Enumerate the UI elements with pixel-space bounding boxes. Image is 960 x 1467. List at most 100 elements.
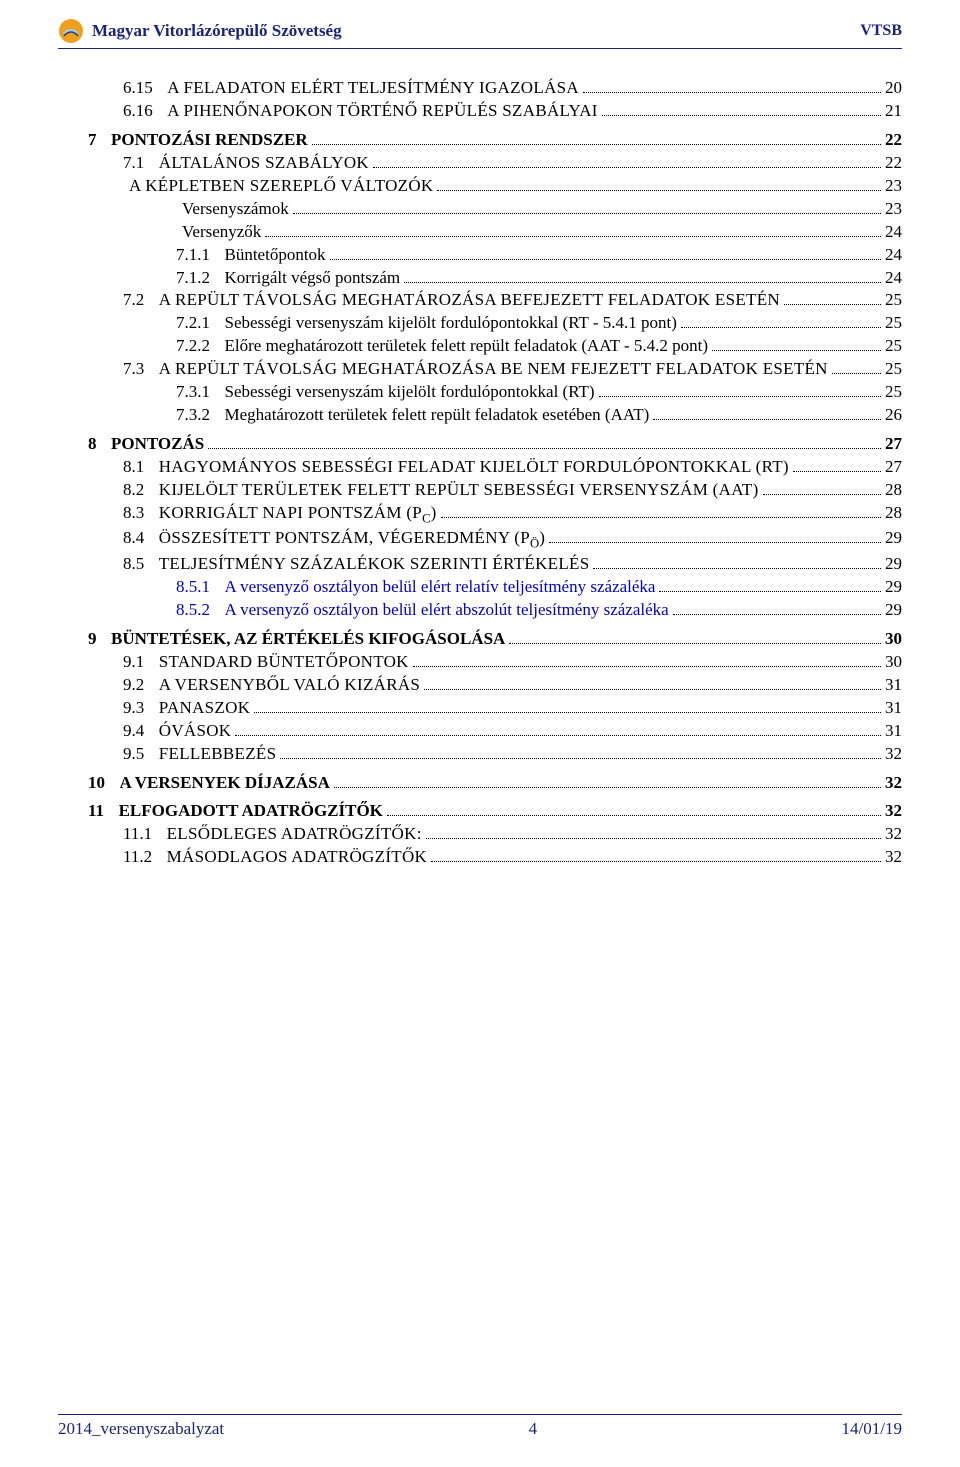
toc-leader — [437, 177, 881, 191]
toc-title: Előre meghatározott területek felett rep… — [225, 335, 709, 358]
toc-page: 31 — [885, 697, 902, 720]
toc-leader — [832, 361, 881, 375]
toc-leader — [334, 774, 881, 788]
page-header: Magyar Vitorlázórepülő Szövetség VTSB — [58, 18, 902, 44]
toc-leader — [673, 601, 881, 615]
toc-title: Sebességi versenyszám kijelölt fordulópo… — [225, 312, 677, 335]
toc-leader — [441, 504, 881, 518]
toc-leader — [265, 223, 881, 237]
toc-title: A FELADATON ELÉRT TELJESÍTMÉNY IGAZOLÁSA — [167, 77, 579, 100]
toc-leader — [424, 676, 881, 690]
toc-title: A VERSENYEK DÍJAZÁSA — [120, 772, 330, 795]
footer-left: 2014_versenyszabalyzat — [58, 1419, 224, 1439]
toc-title: TELJESÍTMÉNY SZÁZALÉKOK SZERINTI ÉRTÉKEL… — [159, 553, 590, 576]
toc-leader — [293, 200, 881, 214]
toc-number: 6.16 — [123, 100, 167, 123]
toc-page: 31 — [885, 674, 902, 697]
toc-row: 8.5.1 A versenyző osztályon belül elért … — [58, 576, 902, 599]
toc-leader — [763, 481, 881, 495]
toc-title: HAGYOMÁNYOS SEBESSÉGI FELADAT KIJELÖLT F… — [159, 456, 789, 479]
toc-leader — [235, 722, 881, 736]
toc-number: 9.2 — [123, 674, 159, 697]
toc-row: Versenyzők24 — [58, 221, 902, 244]
toc-number: 9.1 — [123, 651, 159, 674]
toc-number: 8.1 — [123, 456, 159, 479]
toc-page: 27 — [885, 433, 902, 456]
toc-row: 7.2.1 Sebességi versenyszám kijelölt for… — [58, 312, 902, 335]
toc-page: 28 — [885, 479, 902, 502]
toc-title: STANDARD BÜNTETŐPONTOK — [159, 651, 409, 674]
toc-row: 8 PONTOZÁS 27 — [58, 433, 902, 456]
document-page: Magyar Vitorlázórepülő Szövetség VTSB 6.… — [0, 0, 960, 1467]
toc-number: 9.5 — [123, 743, 159, 766]
footer-page-number: 4 — [529, 1419, 538, 1439]
toc-leader — [659, 578, 881, 592]
toc-number: 8.5.2 — [176, 599, 225, 622]
toc-row: 8.3 KORRIGÁLT NAPI PONTSZÁM (PC)28 — [58, 502, 902, 528]
toc-leader — [373, 154, 881, 168]
toc-number: 7.2 — [123, 289, 159, 312]
toc-title: A REPÜLT TÁVOLSÁG MEGHATÁROZÁSA BEFEJEZE… — [159, 289, 780, 312]
toc-title: FELLEBBEZÉS — [159, 743, 277, 766]
toc-title: Versenyszámok — [182, 198, 289, 221]
toc-leader — [793, 458, 881, 472]
toc-number: 7.1 — [123, 152, 159, 175]
org-logo-icon — [58, 18, 84, 44]
toc-number: 9.4 — [123, 720, 159, 743]
toc-title: A KÉPLETBEN SZEREPLŐ VÁLTOZÓK — [129, 175, 433, 198]
toc-number: 7.3 — [123, 358, 159, 381]
footer-date: 14/01/19 — [842, 1419, 902, 1439]
toc-row: 7.1.1 Büntetőpontok24 — [58, 244, 902, 267]
toc-leader — [413, 653, 881, 667]
toc-row: 10 A VERSENYEK DÍJAZÁSA32 — [58, 772, 902, 795]
toc-row: 6.15 A FELADATON ELÉRT TELJESÍTMÉNY IGAZ… — [58, 77, 902, 100]
toc-page: 24 — [885, 221, 902, 244]
toc-page: 22 — [885, 129, 902, 152]
toc-page: 32 — [885, 823, 902, 846]
toc-row: 8.2 KIJELÖLT TERÜLETEK FELETT REPÜLT SEB… — [58, 479, 902, 502]
toc-page: 23 — [885, 198, 902, 221]
toc-number: 6.15 — [123, 77, 167, 100]
page-footer: 2014_versenyszabalyzat 4 14/01/19 — [58, 1414, 902, 1439]
header-left: Magyar Vitorlázórepülő Szövetség — [58, 18, 342, 44]
toc-number: 8.5.1 — [176, 576, 225, 599]
toc-row: 11 ELFOGADOTT ADATRÖGZÍTŐK32 — [58, 800, 902, 823]
toc-page: 29 — [885, 527, 902, 550]
toc-row: 9 BÜNTETÉSEK, AZ ÉRTÉKELÉS KIFOGÁSOLÁSA3… — [58, 628, 902, 651]
toc-leader — [509, 630, 881, 644]
toc-title: A versenyző osztályon belül elért relatí… — [225, 576, 656, 599]
toc-leader — [330, 246, 881, 260]
toc-title: MÁSODLAGOS ADATRÖGZÍTŐK — [167, 846, 428, 869]
toc-page: 26 — [885, 404, 902, 427]
toc-number: 7.2.1 — [176, 312, 225, 335]
toc-page: 30 — [885, 651, 902, 674]
toc-title: A PIHENŐNAPOKON TÖRTÉNŐ REPÜLÉS SZABÁLYA… — [167, 100, 598, 123]
toc-title: KORRIGÁLT NAPI PONTSZÁM (PC) — [159, 502, 437, 528]
toc-page: 25 — [885, 312, 902, 335]
toc-title: PONTOZÁS — [111, 433, 204, 456]
toc-title: ÁLTALÁNOS SZABÁLYOK — [159, 152, 369, 175]
toc-row: 7.3 A REPÜLT TÁVOLSÁG MEGHATÁROZÁSA BE N… — [58, 358, 902, 381]
toc-leader — [583, 79, 881, 93]
toc-row: 9.5 FELLEBBEZÉS32 — [58, 743, 902, 766]
toc-page: 24 — [885, 244, 902, 267]
toc-leader — [549, 530, 881, 544]
toc-title: Sebességi versenyszám kijelölt fordulópo… — [225, 381, 595, 404]
toc-page: 31 — [885, 720, 902, 743]
toc-row: 8.5.2 A versenyző osztályon belül elért … — [58, 599, 902, 622]
toc-row: 7.2 A REPÜLT TÁVOLSÁG MEGHATÁROZÁSA BEFE… — [58, 289, 902, 312]
toc-row: 7.3.1 Sebességi versenyszám kijelölt for… — [58, 381, 902, 404]
toc-row: 11.2 MÁSODLAGOS ADATRÖGZÍTŐK32 — [58, 846, 902, 869]
toc-number: 8.3 — [123, 502, 159, 525]
toc-title: BÜNTETÉSEK, AZ ÉRTÉKELÉS KIFOGÁSOLÁSA — [111, 628, 505, 651]
toc-number: 8 — [88, 433, 111, 456]
toc-number: 9.3 — [123, 697, 159, 720]
toc-number: 7.2.2 — [176, 335, 225, 358]
toc-page: 29 — [885, 576, 902, 599]
toc-leader — [431, 849, 881, 863]
toc-number: 8.4 — [123, 527, 159, 550]
toc-leader — [599, 384, 881, 398]
toc-number: 10 — [88, 772, 120, 795]
toc-page: 25 — [885, 289, 902, 312]
header-rule — [58, 48, 902, 49]
